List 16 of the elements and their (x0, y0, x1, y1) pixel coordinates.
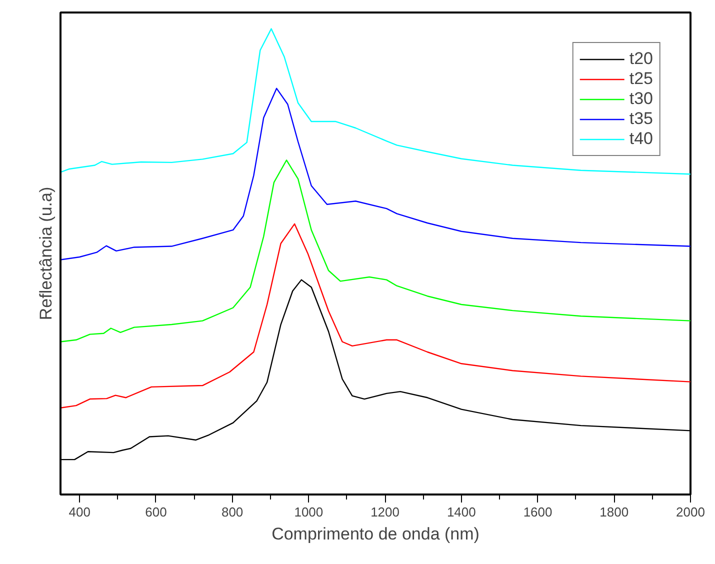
legend-label: t25 (629, 69, 653, 89)
legend-label: t35 (629, 109, 653, 129)
x-tick-label: 600 (145, 504, 167, 520)
x-tick-label: 2000 (676, 504, 705, 520)
legend-label: t40 (629, 129, 653, 149)
x-tick-label: 1200 (370, 504, 400, 520)
x-tick-label: 1600 (523, 504, 552, 520)
legend-label: t30 (629, 89, 653, 109)
x-tick-label: 400 (68, 504, 90, 520)
x-axis-title: Comprimento de onda (nm) (272, 524, 480, 544)
x-tick-label: 1000 (294, 504, 324, 520)
x-tick-label: 1800 (600, 504, 629, 520)
y-axis-title: Reflectância (u.a) (36, 186, 56, 320)
x-tick-label: 1400 (446, 504, 476, 520)
x-tick-label: 800 (221, 504, 244, 520)
legend-label: t20 (629, 49, 653, 69)
